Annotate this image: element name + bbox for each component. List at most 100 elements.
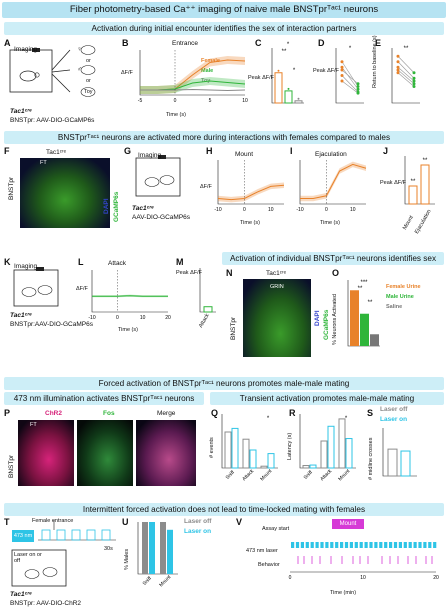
laser-bar-v	[354, 542, 358, 548]
bar-q-0-1	[231, 427, 239, 469]
xtick-h: 0	[243, 207, 246, 213]
chart-d-ylabel: Peak ΔF/F	[313, 68, 339, 74]
chart-r-axes	[299, 414, 356, 469]
schematic-a	[9, 45, 96, 97]
panel-label-b: B	[122, 38, 129, 48]
laser-pulse	[41, 529, 51, 541]
micrograph-p-merge	[136, 420, 196, 486]
line-h	[217, 184, 285, 201]
pair-line-e	[397, 69, 415, 84]
chart-q-axes	[221, 414, 278, 469]
bar-o-0	[350, 290, 359, 346]
figure-title: Fiber photometry-based Ca⁺⁺ imaging of n…	[2, 2, 446, 18]
sig-o-3: **	[368, 300, 373, 306]
sig-r: *	[345, 416, 348, 422]
point-e-male	[412, 76, 416, 80]
imaging-label-a: Imaging	[14, 46, 38, 53]
legend-b-male: Male	[201, 68, 214, 74]
point-d-male	[356, 82, 360, 86]
laser-bar-v	[384, 542, 388, 548]
chart-j-plot: ** **	[404, 156, 435, 205]
pair-line-d	[341, 75, 359, 93]
chart-e-ylabel: Return to baseline (s)	[372, 35, 378, 88]
laser-state-t: Laser on or off	[14, 552, 42, 564]
chart-j-cat-ejac: Ejaculation	[414, 208, 433, 235]
laser-bar-v	[364, 542, 368, 548]
panel-label-a: A	[4, 38, 11, 48]
chart-s-ylabel: # midline crosses	[368, 437, 374, 481]
laser-bar-v	[428, 542, 432, 548]
xtick-l: -10	[88, 315, 95, 321]
chart-m-ylabel: Peak ΔF/F	[176, 270, 202, 276]
chart-j-ylabel: Peak ΔF/F	[380, 180, 406, 186]
laser-bar-v	[369, 542, 373, 548]
region-label-n: BNSTpr	[230, 316, 237, 340]
bar-q-1-1	[249, 449, 257, 469]
chart-h-title: Mount	[235, 151, 254, 158]
chart-h-plot: -10 0 10	[214, 160, 285, 213]
point-d-female	[340, 65, 344, 69]
raster-v: 0 10 20	[289, 542, 439, 581]
laser-pulse	[71, 529, 81, 541]
chart-d-plot: *	[335, 46, 364, 104]
stain-gcamp-f: GCaMP6s	[113, 191, 120, 222]
laser-bar-v	[359, 542, 363, 548]
bar-c-toy	[294, 100, 303, 104]
sig-c-1: *	[287, 42, 290, 48]
bar-q-2-1	[267, 453, 275, 469]
point-e-male	[412, 82, 416, 86]
pair-line-d	[341, 61, 359, 87]
assay-start-v: Assay start	[262, 526, 290, 532]
point-d-female	[340, 79, 344, 83]
tac1cre-label-g: Tac1ᶜʳᵉ	[132, 205, 154, 212]
chart-i-title: Ejaculation	[315, 151, 347, 158]
panel-label-i: I	[290, 146, 293, 156]
bar-u-0-0	[142, 522, 148, 574]
chart-m-cat: Attack	[198, 312, 211, 329]
channel-label-chr2: ChR2	[45, 410, 62, 417]
panel-label-o: O	[332, 268, 340, 278]
laser-pulse	[86, 529, 96, 541]
chart-b-xlabel: Time (s)	[166, 112, 186, 118]
chart-l-ylabel: ΔF/F	[76, 286, 88, 292]
pair-line-d	[341, 80, 359, 94]
legend-u-on: Laser on	[184, 528, 212, 535]
sig-e: **	[404, 46, 409, 52]
sig-q: *	[267, 416, 270, 422]
cat-r-2: Mount	[337, 468, 352, 483]
chart-i-axes	[299, 160, 366, 205]
bar-r-0-0	[302, 465, 310, 469]
sig-o-1: ***	[360, 280, 368, 286]
laser-pulse	[56, 529, 66, 541]
panel-label-c: C	[255, 38, 262, 48]
panel-label-n: N	[226, 268, 233, 278]
laser-bar-v	[320, 542, 324, 548]
xtick-v: 20	[433, 575, 439, 581]
chart-q-ylabel: # events	[209, 437, 215, 458]
chart-h-axes	[217, 160, 284, 205]
panel-label-q: Q	[211, 408, 219, 418]
male-symbol-a: ♂	[77, 66, 82, 73]
stain-dapi-f: DAPI	[103, 198, 110, 214]
bar-c-male	[284, 90, 293, 104]
line-i	[300, 163, 367, 199]
region-label-p: BNSTpr	[8, 454, 15, 478]
chart-j-cat-mount: Mount	[402, 214, 415, 231]
sig-d: *	[349, 46, 352, 52]
chart-o-axes	[347, 280, 380, 347]
or-label-a2: or	[86, 78, 91, 84]
tac1cre-label-f: Tac1ᶜʳᵉ	[46, 149, 67, 156]
chart-b-axes	[139, 50, 245, 96]
chart-u-plot: Sniff Mount	[137, 522, 178, 588]
chart-c-ylabel: Peak ΔF/F	[248, 75, 274, 81]
laser-bar-v	[315, 542, 319, 548]
imaging-label-k: Imaging	[14, 263, 38, 270]
panel-label-h: H	[206, 146, 213, 156]
chart-h-xlabel: Time (s)	[240, 220, 260, 226]
laser-bar-v	[310, 542, 314, 548]
micrograph-n	[243, 279, 311, 357]
tac1cre-label-a: Tac1ᶜʳᵉ	[10, 108, 32, 115]
region-label-f: BNSTpr	[8, 176, 15, 200]
or-label-a1: or	[86, 58, 91, 64]
chart-s-plot	[382, 428, 417, 477]
